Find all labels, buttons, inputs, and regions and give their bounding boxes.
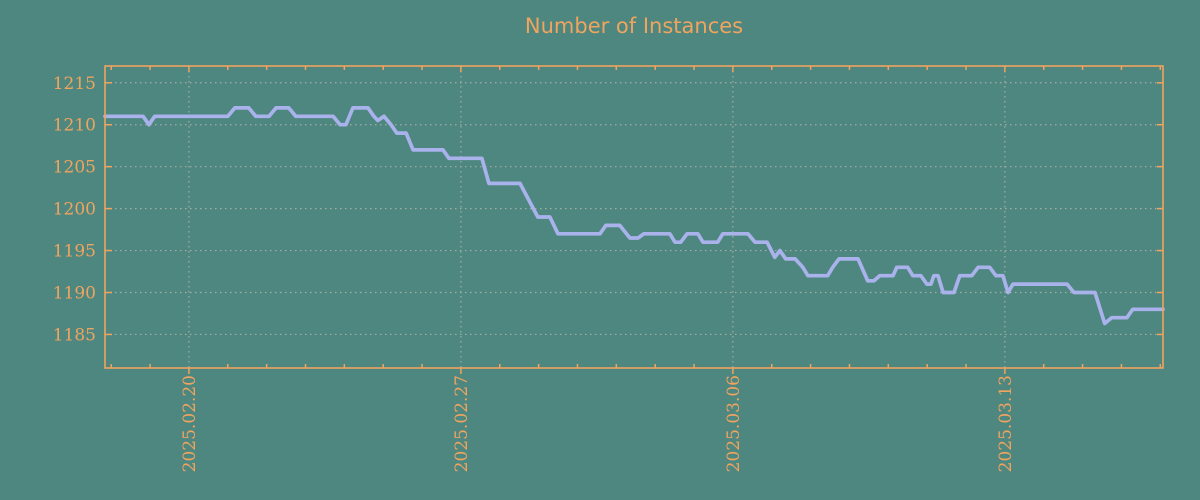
y-tick-label: 1195 <box>53 242 96 262</box>
x-tick-label: 2025.02.20 <box>180 375 200 472</box>
plot-border <box>104 65 1164 369</box>
x-tick-label: 2025.02.27 <box>452 375 472 472</box>
x-tick-label: 2025.03.06 <box>724 375 744 472</box>
chart-title: Number of Instances <box>524 14 744 38</box>
y-tick-label: 1215 <box>53 74 96 94</box>
y-tick-label: 1185 <box>53 325 96 345</box>
y-tick-label: 1200 <box>53 200 96 220</box>
x-tick-label: 2025.03.13 <box>996 375 1016 472</box>
data-line-instances <box>103 106 1165 326</box>
y-tick-label: 1190 <box>53 284 96 304</box>
y-tick-label: 1205 <box>53 158 96 178</box>
y-tick-label: 1210 <box>53 116 96 136</box>
